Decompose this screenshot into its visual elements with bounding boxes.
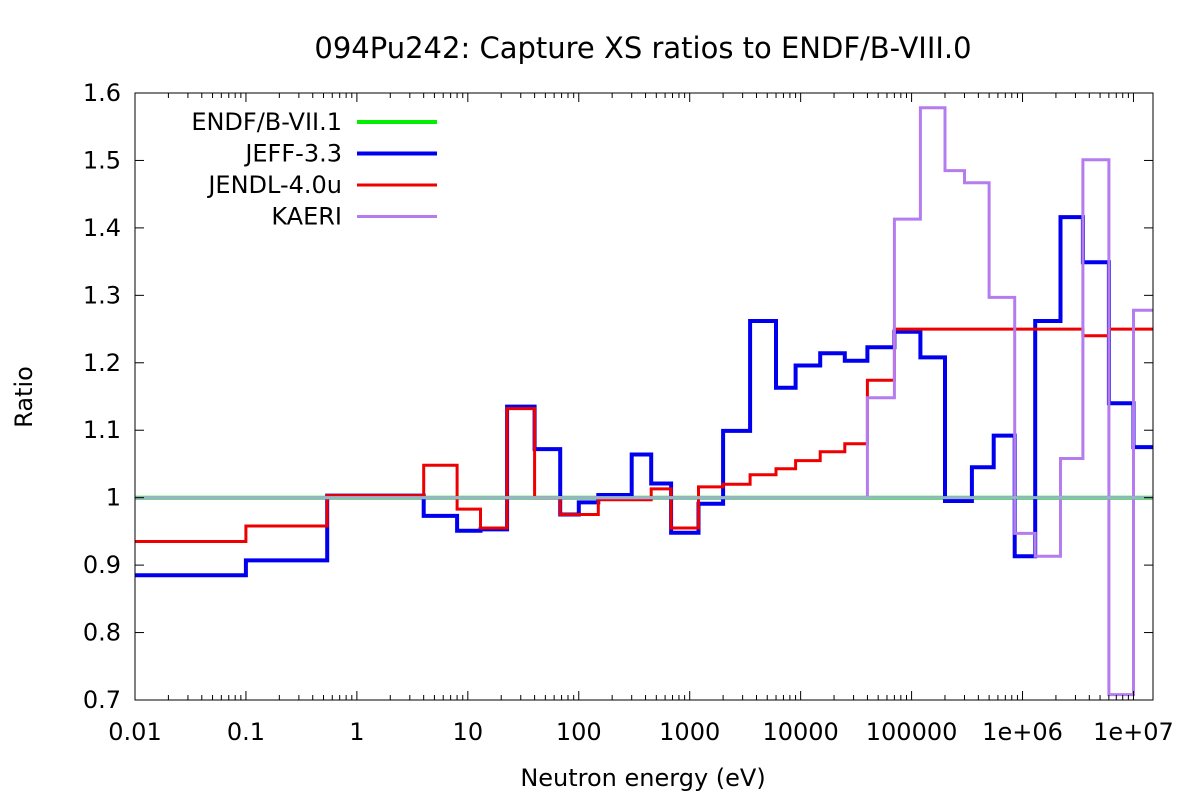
x-tick-label: 0.1	[227, 718, 265, 746]
x-tick-label: 1e+06	[982, 718, 1063, 746]
y-tick-label: 1.1	[83, 416, 121, 444]
y-tick-label: 1.3	[83, 281, 121, 309]
x-tick-label: 100	[556, 718, 602, 746]
y-tick-label: 1	[106, 484, 121, 512]
y-tick-label: 1.5	[83, 146, 121, 174]
plot-area	[135, 106, 1153, 697]
y-tick-label: 0.8	[83, 619, 121, 647]
x-tick-label: 10000	[762, 718, 838, 746]
x-tick-label: 1000	[659, 718, 720, 746]
legend-label: JEFF-3.3	[243, 140, 342, 168]
legend-label: KAERI	[271, 203, 342, 231]
axes: 0.7 0.8 0.9 1 1.1 1.2 1.3 1.4 1.5 1.6 0.01 0.1 1 10 10…	[83, 79, 1174, 746]
plot-frame	[134, 92, 1154, 701]
x-tick-label: 1e+07	[1093, 718, 1174, 746]
y-tick-label: 0.9	[83, 551, 121, 579]
legend-label: ENDF/B-VII.1	[191, 108, 342, 136]
x-tick-label: 0.01	[108, 718, 161, 746]
legend: ENDF/B-VII.1 JEFF-3.3 JENDL-4.0u KAERI	[191, 108, 437, 231]
y-tick-label: 1.4	[83, 214, 121, 242]
y-tick-label: 1.2	[83, 349, 121, 377]
legend-label: JENDL-4.0u	[206, 171, 342, 199]
y-tick-label: 0.7	[83, 686, 121, 714]
series-line-jeff-3-3	[135, 215, 1153, 578]
y-tick-label: 1.6	[83, 79, 121, 107]
x-tick-label: 100000	[866, 718, 958, 746]
x-axis-label: Neutron energy (eV)	[520, 764, 765, 792]
y-axis-label: Ratio	[10, 366, 38, 428]
chart-title: 094Pu242: Capture XS ratios to ENDF/B-VI…	[314, 31, 971, 65]
x-tick-label: 10	[453, 718, 484, 746]
series-line-kaeri	[135, 106, 1153, 697]
x-tick-label: 1	[349, 718, 364, 746]
